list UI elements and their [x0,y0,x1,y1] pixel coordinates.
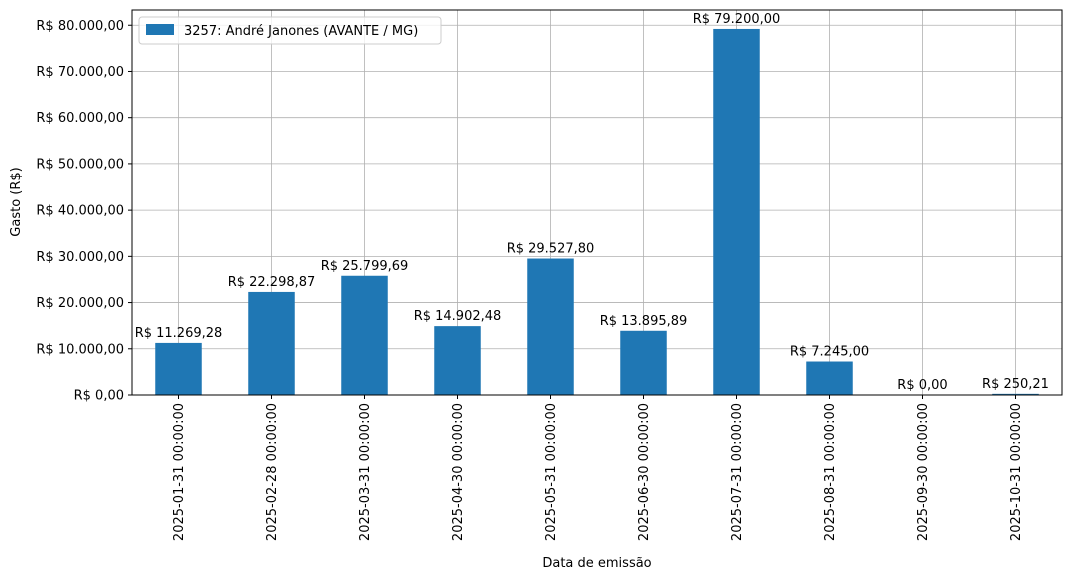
x-tick-label: 2025-09-30 00:00:00 [916,403,931,541]
y-axis-ticks: R$ 0,00 R$ 10.000,00 R$ 20.000,00 R$ 30.000… [36,19,132,404]
data-label: R$ 250,21 [982,377,1049,392]
x-axis-ticks: 2025-01-31 00:00:00 2025-02-28 00:00:00 20… [172,395,1024,541]
data-label: R$ 13.895,89 [600,314,688,329]
y-axis-label: Gasto (R$) [9,167,24,236]
plot-frame [131,9,1063,396]
x-axis-label: Data de emissão [542,556,651,571]
x-tick-label: 2025-07-31 00:00:00 [730,403,745,541]
x-tick-label: 2025-04-30 00:00:00 [451,403,466,541]
y-tick-label: R$ 40.000,00 [36,204,124,219]
x-tick-label: 2025-10-31 00:00:00 [1009,403,1024,541]
bar [713,28,760,395]
bar [527,258,574,395]
data-label: R$ 14.902,48 [414,309,502,324]
data-label: R$ 25.799,69 [321,259,409,274]
x-tick-label: 2025-01-31 00:00:00 [172,403,187,541]
bars [155,28,1039,395]
legend-entry: 3257: André Janones (AVANTE / MG) [184,24,418,39]
y-tick-label: R$ 50.000,00 [36,157,124,172]
y-tick-label: R$ 30.000,00 [36,250,124,265]
x-tick-label: 2025-03-31 00:00:00 [358,403,373,541]
data-label: R$ 79.200,00 [693,12,781,27]
bar [806,361,853,395]
bar [992,393,1039,395]
y-tick-label: R$ 70.000,00 [36,65,124,80]
x-tick-label: 2025-05-31 00:00:00 [544,403,559,541]
x-tick-label: 2025-08-31 00:00:00 [823,403,838,541]
y-tick-label: R$ 0,00 [74,389,124,404]
legend-box [138,16,442,45]
bar [341,275,388,395]
y-tick-label: R$ 60.000,00 [36,111,124,126]
bar [434,326,481,395]
data-label: R$ 7.245,00 [790,345,869,360]
y-tick-label: R$ 80.000,00 [36,19,124,34]
legend: 3257: André Janones (AVANTE / MG) [138,16,442,45]
bar [155,342,202,395]
bar [248,291,295,395]
data-label: R$ 11.269,28 [135,326,223,341]
x-tick-label: 2025-02-28 00:00:00 [265,403,280,541]
data-labels: R$ 11.269,28 R$ 22.298,87 R$ 25.799,69 R$ 1… [135,12,1049,393]
bar [620,330,667,395]
x-tick-label: 2025-06-30 00:00:00 [637,403,652,541]
data-label: R$ 0,00 [897,378,947,393]
y-tick-label: R$ 20.000,00 [36,296,124,311]
data-label: R$ 22.298,87 [228,275,316,290]
data-label: R$ 29.527,80 [507,242,595,257]
y-tick-label: R$ 10.000,00 [36,342,124,357]
legend-swatch [146,24,174,35]
